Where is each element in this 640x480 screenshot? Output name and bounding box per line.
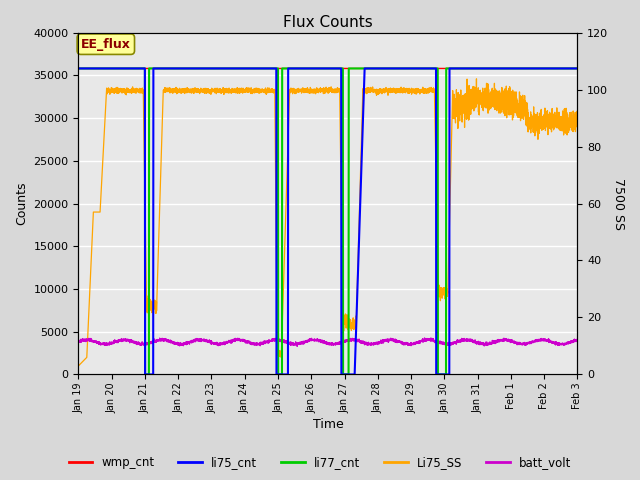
Title: Flux Counts: Flux Counts [283,15,373,30]
Y-axis label: Counts: Counts [15,182,28,225]
Legend: wmp_cnt, li75_cnt, li77_cnt, Li75_SS, batt_volt: wmp_cnt, li75_cnt, li77_cnt, Li75_SS, ba… [64,452,576,474]
Y-axis label: 7500 SS: 7500 SS [612,178,625,229]
Text: EE_flux: EE_flux [81,38,131,51]
X-axis label: Time: Time [312,419,343,432]
